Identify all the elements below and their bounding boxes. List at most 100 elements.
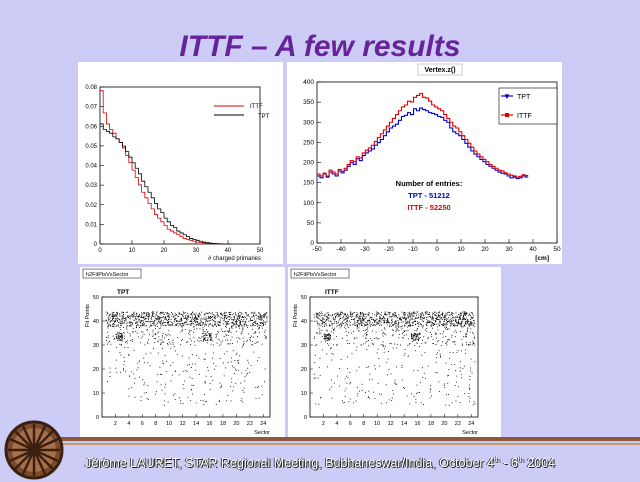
c4-point <box>329 333 330 335</box>
c4-point <box>356 326 358 328</box>
c3-point <box>159 366 161 368</box>
c3-point <box>191 320 193 322</box>
c4-point <box>395 312 397 314</box>
c4-point <box>416 323 418 325</box>
c4-point <box>363 318 365 320</box>
c3-point <box>231 321 233 323</box>
c4-point <box>361 315 363 317</box>
c3-point <box>197 315 199 317</box>
c4-point <box>417 392 419 394</box>
c4-xtick-label: 24 <box>468 421 474 427</box>
c4-point <box>348 331 350 333</box>
c3-point <box>188 316 189 318</box>
c4-point <box>473 401 475 403</box>
c4-point <box>416 321 418 323</box>
c3-point <box>106 340 107 341</box>
c4-point <box>377 382 379 384</box>
c4-point <box>436 319 438 320</box>
c3-point <box>223 318 225 320</box>
c3-point <box>170 325 172 327</box>
c4-point <box>359 315 361 317</box>
c4-point <box>323 315 325 317</box>
c4-point <box>346 318 347 320</box>
c3-point <box>230 322 232 324</box>
c3-point <box>225 335 227 337</box>
c4-point <box>400 326 402 328</box>
c3-point <box>226 317 228 318</box>
c3-point <box>203 336 204 338</box>
c3-point <box>225 324 227 326</box>
c3-point <box>202 322 204 324</box>
c4-point <box>313 362 315 363</box>
c3-point <box>187 364 189 366</box>
c4-point <box>321 315 323 316</box>
c3-point <box>196 339 198 341</box>
c3-point <box>164 400 166 402</box>
c4-point <box>468 314 470 315</box>
c4-point <box>366 332 368 333</box>
c3-point <box>189 330 191 332</box>
c3-point <box>208 317 209 319</box>
c3-point <box>206 332 208 334</box>
c4-xtick-label: 20 <box>441 421 447 427</box>
c4-point <box>412 312 414 314</box>
c3-point <box>265 338 267 340</box>
c4-point <box>427 314 429 315</box>
c2-xtick-label: -10 <box>408 246 418 253</box>
c3-point <box>207 337 209 339</box>
c4-point <box>321 349 323 351</box>
c4-point <box>345 331 347 332</box>
c3-point <box>132 316 133 318</box>
c3-point <box>190 321 192 323</box>
c4-point <box>366 322 368 323</box>
c3-point <box>197 318 199 320</box>
c3-point <box>253 332 255 334</box>
c4-point <box>473 320 475 322</box>
c3-point <box>229 314 231 315</box>
c3-point <box>245 369 247 371</box>
c3-point <box>160 342 162 344</box>
c3-point <box>121 338 123 340</box>
c4-point <box>358 319 360 321</box>
c4-point <box>385 402 387 404</box>
c4-point <box>426 323 428 325</box>
c3-point <box>194 314 196 316</box>
c3-point <box>125 370 127 372</box>
c3-point <box>206 321 208 323</box>
c4-point <box>461 314 462 316</box>
c3-point <box>149 334 150 336</box>
c4-point <box>319 323 321 325</box>
c4-point <box>316 316 318 318</box>
c3-point <box>221 314 223 315</box>
c4-point <box>387 322 389 324</box>
c4-point <box>344 324 346 326</box>
c4-ytick-label: 20 <box>301 367 307 373</box>
c4-point <box>434 323 436 325</box>
c4-point <box>429 316 431 317</box>
c3-point <box>252 340 253 342</box>
c4-point <box>466 333 468 335</box>
c4-point <box>398 314 400 316</box>
c3-point <box>135 322 137 324</box>
c3-point <box>241 332 243 334</box>
c4-point <box>416 314 417 316</box>
c3-point <box>155 325 156 327</box>
c4-point <box>381 324 382 326</box>
c3-point <box>174 350 176 352</box>
c4-point <box>401 311 403 313</box>
c4-point <box>448 404 450 406</box>
c3-point <box>227 361 229 363</box>
c4-point <box>347 343 349 344</box>
c4-point <box>347 356 348 358</box>
c4-point <box>422 367 423 369</box>
c4-point <box>447 318 449 320</box>
c4-point <box>436 357 438 359</box>
c4-point <box>391 318 393 320</box>
c4-point <box>326 366 328 368</box>
c4-point <box>459 316 460 318</box>
c3-point <box>173 321 175 322</box>
c4-point <box>415 338 417 340</box>
c3-point <box>225 330 227 332</box>
c3-point <box>146 312 148 314</box>
c4-point <box>325 319 327 321</box>
